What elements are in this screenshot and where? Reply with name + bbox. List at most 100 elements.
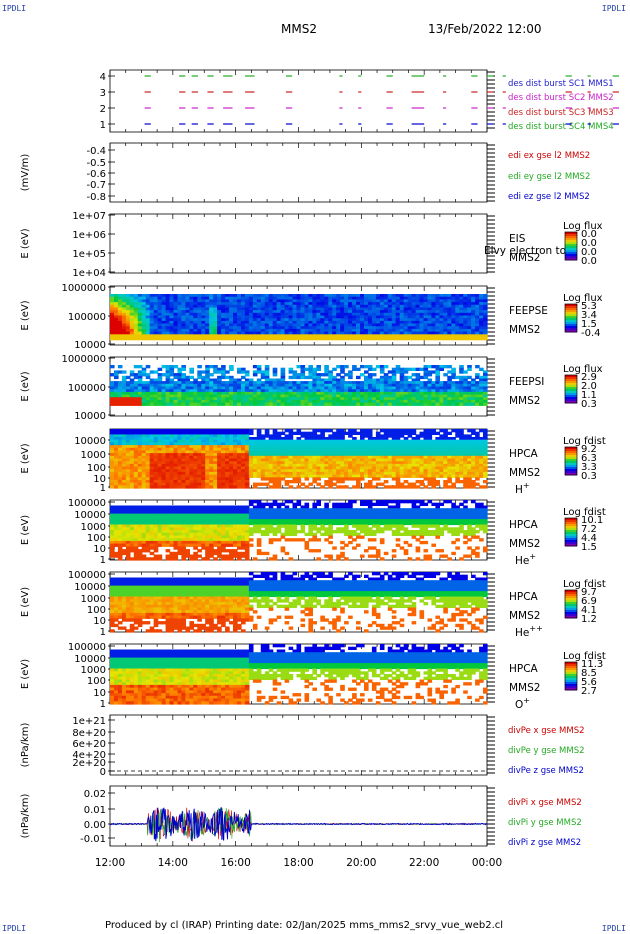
y-tick-label: 1e+06 [72,230,106,241]
y-tick-label: 6e+20 [72,739,106,750]
y-tick-label: 1000 [81,450,106,461]
colorbar-tick: 0.3 [581,471,597,482]
series-label: divPe z gse MMS2 [508,766,584,776]
series-label: edi ez gse l2 MMS2 [508,192,590,202]
corner-mark-tr: IPDLI [601,4,626,13]
series-label: divPe x gse MMS2 [508,726,585,736]
y-tick-label: 100000 [68,498,106,509]
y-tick-label: 0.00 [84,820,106,831]
colorbar-tick: 7.2 [581,524,597,535]
y-tick-label: -0.7 [86,180,106,191]
y-tick-label: 0 [100,767,106,778]
instrument-label: FEEPSI [509,376,544,388]
y-tick-label: 4e+20 [72,750,106,761]
colorbar-title: Log flux [563,293,603,304]
hpca-hpca_o-spectrogram [110,644,488,705]
corner-mark-bl: IPDLI [2,924,27,933]
y-axis-label: (nPa/km) [20,723,31,768]
series-label: divPi x gse MMS2 [508,798,582,808]
y-axis-label: E (eV) [20,443,31,473]
series-label: des dist burst SC4 MMS4 [508,122,614,132]
y-tick-label: 100 [87,605,106,616]
panel-frame [109,69,488,133]
instrument-label: MMS2 [509,324,540,336]
panel-frame [109,213,488,274]
time-tick-label: 20:00 [346,857,376,869]
instrument-label: MMS2 [509,467,540,479]
colorbar-tick: 3.3 [581,462,597,473]
y-tick-label: -0.6 [86,169,106,180]
series-label: divPi y gse MMS2 [508,818,582,828]
colorbar-tick: 0.3 [581,399,597,410]
colorbar-title: Log flux [563,364,603,375]
hpca-hpca_he-spectrogram [110,500,488,561]
instrument-label: He+ [515,552,536,567]
series-label: edi ey gse l2 MMS2 [508,172,590,182]
instrument-label: MMS2 [509,395,540,407]
panel-burst: 4 3 2 1 des dist burst SC1 MMS1 des dist burs… [100,69,614,133]
y-tick-label: 2e+20 [72,758,106,769]
y-tick-label: 0.02 [84,789,106,800]
y-tick-label: 100 [87,533,106,544]
y-axis-label: E (eV) [20,228,31,258]
instrument-label: FEEPSE [509,305,548,317]
series-label: des dist burst SC1 MMS1 [508,79,614,89]
overlay-label: Elvy electron to [484,245,566,257]
instrument-label: HPCA [509,519,539,531]
y-tick-label: 1 [100,120,106,131]
y-axis-label: (mV/m) [20,154,31,192]
corner-mark-br: IPDLI [601,924,626,933]
series-label: des dist burst SC3 MMS3 [508,108,614,118]
y-tick-label: -0.4 [86,146,106,157]
y-tick-label: 1 [100,483,106,494]
colorbar-tick: 5.3 [581,301,597,312]
y-tick-label: 10000 [74,436,106,447]
plot-area: 4 3 2 1 des dist burst SC1 MMS1 des dist burs… [20,69,619,869]
colorbar-tick: 0.0 [581,256,597,267]
divpi-series [109,807,488,843]
burst-markers [144,75,619,125]
y-axis-label: E (eV) [20,659,31,689]
colorbar-tick: 3.4 [581,310,597,321]
colorbar-tick: 2.9 [581,372,597,383]
y-tick-label: 1 [100,555,106,566]
y-tick-label: 4 [100,72,106,83]
spacecraft-title: MMS2 [281,22,317,36]
instrument-label: HPCA [509,448,539,460]
colorbar-tick: 1.2 [581,614,597,625]
y-tick-label: 3 [100,88,106,99]
colorbar-tick: 9.7 [581,587,597,598]
colorbar-tick: 10.1 [581,515,603,526]
y-tick-label: 1000 [81,522,106,533]
divpi-line [109,807,488,842]
hpca-h-spectrogram [110,429,488,489]
colorbar-tick: 0.0 [581,238,597,249]
y-axis-label: E (eV) [20,515,31,545]
time-tick-label: 18:00 [283,857,313,869]
colorbar-tick: 2.0 [581,381,597,392]
colorbar-tick: 11.3 [581,659,603,670]
hpca-hpca_he2-spectrogram [110,572,488,633]
y-tick-label: 8e+20 [72,728,106,739]
y-tick-label: 1e+04 [72,268,106,279]
y-tick-label: 100000 [68,383,106,394]
y-axis-label: (nPa/km) [20,794,31,839]
colorbar-title: Log fdist [563,507,606,518]
colorbar-title: Log fdist [563,651,606,662]
y-tick-label: -0.8 [86,192,106,203]
y-tick-label: 10 [93,616,106,627]
panel-edi: -0.4-0.5-0.6-0.7-0.8 (mV/m) edi ex gse l2 … [20,142,590,203]
instrument-label: EIS [509,233,526,245]
y-tick-label: 1000000 [61,283,106,294]
y-tick-label: -0.5 [86,158,106,169]
y-tick-label: 10 [93,544,106,555]
series-label: des dist burst SC2 MMS2 [508,93,614,103]
y-tick-label: 1 [100,699,106,710]
colorbar-tick: 2.7 [581,686,597,697]
y-tick-label: 1000 [81,594,106,605]
colorbar-tick: 0.0 [581,247,597,258]
